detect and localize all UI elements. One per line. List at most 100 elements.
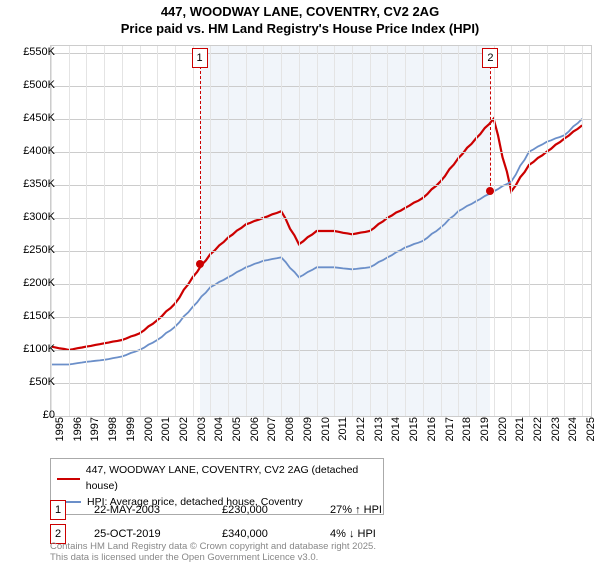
x-axis-tick-label: 2011 (337, 417, 349, 452)
gridline-horizontal (51, 218, 591, 219)
chart-container: 447, WOODWAY LANE, COVENTRY, CV2 2AG Pri… (0, 0, 600, 560)
copyright-line-1: Contains HM Land Registry data © Crown c… (50, 541, 376, 552)
gridline-vertical (334, 46, 335, 416)
legend-swatch (57, 478, 80, 480)
x-axis-tick-label: 1998 (107, 417, 119, 452)
x-axis-tick-label: 2007 (266, 417, 278, 452)
x-axis-tick-label: 2015 (408, 417, 420, 452)
legend-label: 447, WOODWAY LANE, COVENTRY, CV2 2AG (de… (86, 463, 377, 495)
x-axis-tick-label: 2000 (143, 417, 155, 452)
gridline-horizontal (51, 86, 591, 87)
x-axis-tick-label: 2016 (426, 417, 438, 452)
event-price: £230,000 (222, 504, 302, 516)
x-axis-tick-label: 2017 (444, 417, 456, 452)
gridline-vertical (140, 46, 141, 416)
gridline-vertical (405, 46, 406, 416)
y-axis-tick-label: £250K (5, 244, 55, 256)
gridline-vertical (175, 46, 176, 416)
event-date: 25-OCT-2019 (94, 528, 194, 540)
title-line-2: Price paid vs. HM Land Registry's House … (121, 21, 480, 36)
x-axis-tick-label: 2021 (514, 417, 526, 452)
gridline-vertical (582, 46, 583, 416)
x-axis-tick-label: 2019 (479, 417, 491, 452)
gridline-vertical (547, 46, 548, 416)
y-axis-tick-label: £0 (5, 409, 55, 421)
y-axis-tick-label: £100K (5, 343, 55, 355)
gridline-vertical (86, 46, 87, 416)
gridline-vertical (246, 46, 247, 416)
x-axis-tick-label: 2014 (390, 417, 402, 452)
event-delta: 4% ↓ HPI (330, 528, 376, 540)
gridline-horizontal (51, 317, 591, 318)
x-axis-tick-label: 1996 (72, 417, 84, 452)
x-axis-tick-label: 2006 (249, 417, 261, 452)
x-axis-tick-label: 2005 (231, 417, 243, 452)
gridline-vertical (387, 46, 388, 416)
y-axis-tick-label: £400K (5, 145, 55, 157)
title-line-1: 447, WOODWAY LANE, COVENTRY, CV2 2AG (161, 4, 439, 19)
x-axis-tick-label: 1999 (125, 417, 137, 452)
gridline-vertical (69, 46, 70, 416)
x-axis-tick-label: 2010 (320, 417, 332, 452)
x-axis-tick-label: 1995 (54, 417, 66, 452)
marker-box-2: 2 (482, 48, 498, 68)
event-price: £340,000 (222, 528, 302, 540)
gridline-vertical (564, 46, 565, 416)
copyright: Contains HM Land Registry data © Crown c… (50, 542, 376, 564)
gridline-vertical (104, 46, 105, 416)
x-axis-tick-label: 2002 (178, 417, 190, 452)
gridline-vertical (263, 46, 264, 416)
marker-box-1: 1 (192, 48, 208, 68)
gridline-vertical (317, 46, 318, 416)
marker-dot-2 (486, 187, 494, 195)
x-axis-tick-label: 2022 (532, 417, 544, 452)
event-date: 22-MAY-2003 (94, 504, 194, 516)
gridline-horizontal (51, 284, 591, 285)
x-axis-tick-label: 2003 (196, 417, 208, 452)
gridline-horizontal (51, 119, 591, 120)
gridline-vertical (441, 46, 442, 416)
event-row: 1 22-MAY-2003 £230,000 27% ↑ HPI (50, 500, 382, 520)
gridline-vertical (193, 46, 194, 416)
x-axis-tick-label: 2013 (373, 417, 385, 452)
copyright-line-2: This data is licensed under the Open Gov… (50, 552, 318, 563)
x-axis-tick-label: 2018 (461, 417, 473, 452)
marker-dot-1 (196, 260, 204, 268)
gridline-vertical (352, 46, 353, 416)
gridline-vertical (511, 46, 512, 416)
x-axis-tick-label: 2008 (284, 417, 296, 452)
marker-line-2 (490, 66, 491, 191)
marker-line-1 (200, 66, 201, 264)
gridline-horizontal (51, 152, 591, 153)
x-axis-tick-label: 2009 (302, 417, 314, 452)
gridline-vertical (458, 46, 459, 416)
gridline-horizontal (51, 251, 591, 252)
gridline-vertical (423, 46, 424, 416)
x-axis-tick-label: 2012 (355, 417, 367, 452)
gridline-vertical (51, 46, 52, 416)
gridline-horizontal (51, 350, 591, 351)
x-axis-tick-label: 2004 (213, 417, 225, 452)
gridline-vertical (529, 46, 530, 416)
y-axis-tick-label: £300K (5, 211, 55, 223)
y-axis-tick-label: £200K (5, 277, 55, 289)
line-series-svg (51, 46, 591, 416)
event-delta: 27% ↑ HPI (330, 504, 382, 516)
gridline-horizontal (51, 53, 591, 54)
gridline-vertical (476, 46, 477, 416)
gridline-vertical (157, 46, 158, 416)
legend-row: 447, WOODWAY LANE, COVENTRY, CV2 2AG (de… (57, 463, 377, 495)
event-marker-box: 1 (50, 500, 66, 520)
y-axis-tick-label: £550K (5, 46, 55, 58)
x-axis-tick-label: 2025 (585, 417, 597, 452)
chart-title: 447, WOODWAY LANE, COVENTRY, CV2 2AG Pri… (0, 0, 600, 38)
gridline-vertical (228, 46, 229, 416)
x-axis-tick-label: 2020 (497, 417, 509, 452)
gridline-vertical (494, 46, 495, 416)
y-axis-tick-label: £50K (5, 376, 55, 388)
gridline-horizontal (51, 185, 591, 186)
gridline-vertical (370, 46, 371, 416)
gridline-vertical (210, 46, 211, 416)
gridline-horizontal (51, 383, 591, 384)
gridline-vertical (299, 46, 300, 416)
